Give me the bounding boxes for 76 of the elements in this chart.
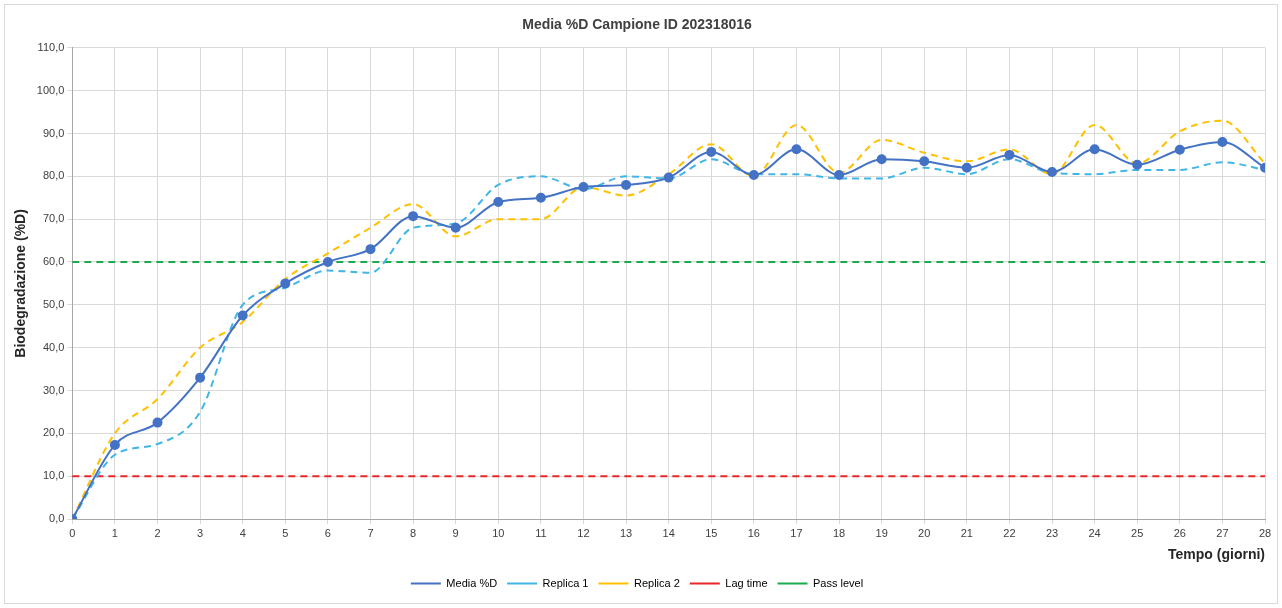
point: [706, 146, 717, 157]
x-tick-label: 6: [324, 526, 331, 539]
point: [1174, 144, 1185, 155]
point: [663, 172, 674, 183]
legend-label: Lag time: [725, 576, 768, 589]
y-tick-label: 20,0: [42, 426, 65, 439]
x-tick-label: 19: [875, 526, 888, 539]
y-axis-title: Biodegradazione (%D): [12, 209, 29, 358]
x-tick-label: 26: [1173, 526, 1186, 539]
point: [748, 170, 759, 181]
point: [195, 372, 206, 383]
point: [1047, 167, 1058, 178]
y-tick-label: 100,0: [36, 83, 65, 96]
point: [1217, 137, 1228, 148]
chart-title: Media %D Campione ID 202318016: [522, 16, 752, 33]
x-tick-label: 18: [832, 526, 846, 539]
point: [1132, 159, 1143, 170]
point: [408, 211, 419, 222]
y-tick-label: 0,0: [49, 512, 65, 525]
point: [1004, 149, 1015, 160]
y-tick-label: 10,0: [42, 469, 65, 482]
x-tick-label: 11: [535, 526, 547, 539]
point: [365, 244, 376, 255]
y-tick-label: 70,0: [42, 212, 65, 225]
point: [791, 144, 802, 155]
x-tick-label: 13: [619, 526, 633, 539]
legend-label: Pass level: [813, 576, 864, 589]
x-tick-label: 0: [69, 526, 76, 539]
x-tick-label: 24: [1088, 526, 1101, 539]
point: [961, 162, 972, 173]
point: [109, 439, 120, 450]
point: [535, 192, 546, 203]
legend-label: Replica 2: [633, 576, 680, 589]
y-tick-label: 60,0: [42, 255, 65, 268]
x-tick-label: 21: [960, 526, 973, 539]
point: [578, 182, 589, 193]
x-tick-label: 14: [662, 526, 675, 539]
x-tick-label: 4: [239, 526, 246, 539]
x-tick-label: 15: [705, 526, 718, 539]
x-tick-label: 1: [111, 526, 118, 539]
x-tick-label: 17: [790, 526, 803, 539]
x-tick-label: 10: [492, 526, 505, 539]
x-tick-label: 7: [367, 526, 374, 539]
x-axis-title: Tempo (giorni): [1168, 546, 1265, 563]
x-tick-label: 5: [282, 526, 289, 539]
y-tick-label: 110,0: [37, 40, 65, 53]
legend-label: Media %D: [446, 576, 498, 589]
point: [152, 417, 163, 428]
x-tick-label: 9: [452, 526, 459, 539]
x-tick-label: 22: [1003, 526, 1016, 539]
y-tick-label: 50,0: [42, 297, 65, 310]
point: [1089, 144, 1100, 155]
x-tick-label: 16: [747, 526, 760, 539]
y-tick-label: 80,0: [42, 169, 65, 182]
x-tick-label: 25: [1131, 526, 1144, 539]
y-tick-label: 90,0: [42, 126, 65, 139]
point: [919, 156, 930, 167]
x-tick-label: 2: [154, 526, 161, 539]
point: [280, 278, 291, 289]
x-tick-label: 12: [577, 526, 590, 539]
y-tick-label: 30,0: [42, 383, 65, 396]
point: [450, 222, 461, 233]
point: [237, 310, 248, 321]
x-tick-label: 23: [1045, 526, 1059, 539]
point: [876, 154, 887, 165]
point: [621, 179, 632, 190]
x-tick-label: 3: [197, 526, 204, 539]
legend-label: Replica 1: [542, 576, 589, 589]
x-tick-label: 8: [410, 526, 417, 539]
x-tick-label: 27: [1216, 526, 1229, 539]
point: [322, 256, 333, 267]
x-tick-label: 28: [1258, 526, 1272, 539]
x-tick-label: 20: [918, 526, 931, 539]
y-tick-label: 40,0: [42, 340, 65, 353]
point: [493, 197, 504, 208]
point: [834, 170, 845, 181]
